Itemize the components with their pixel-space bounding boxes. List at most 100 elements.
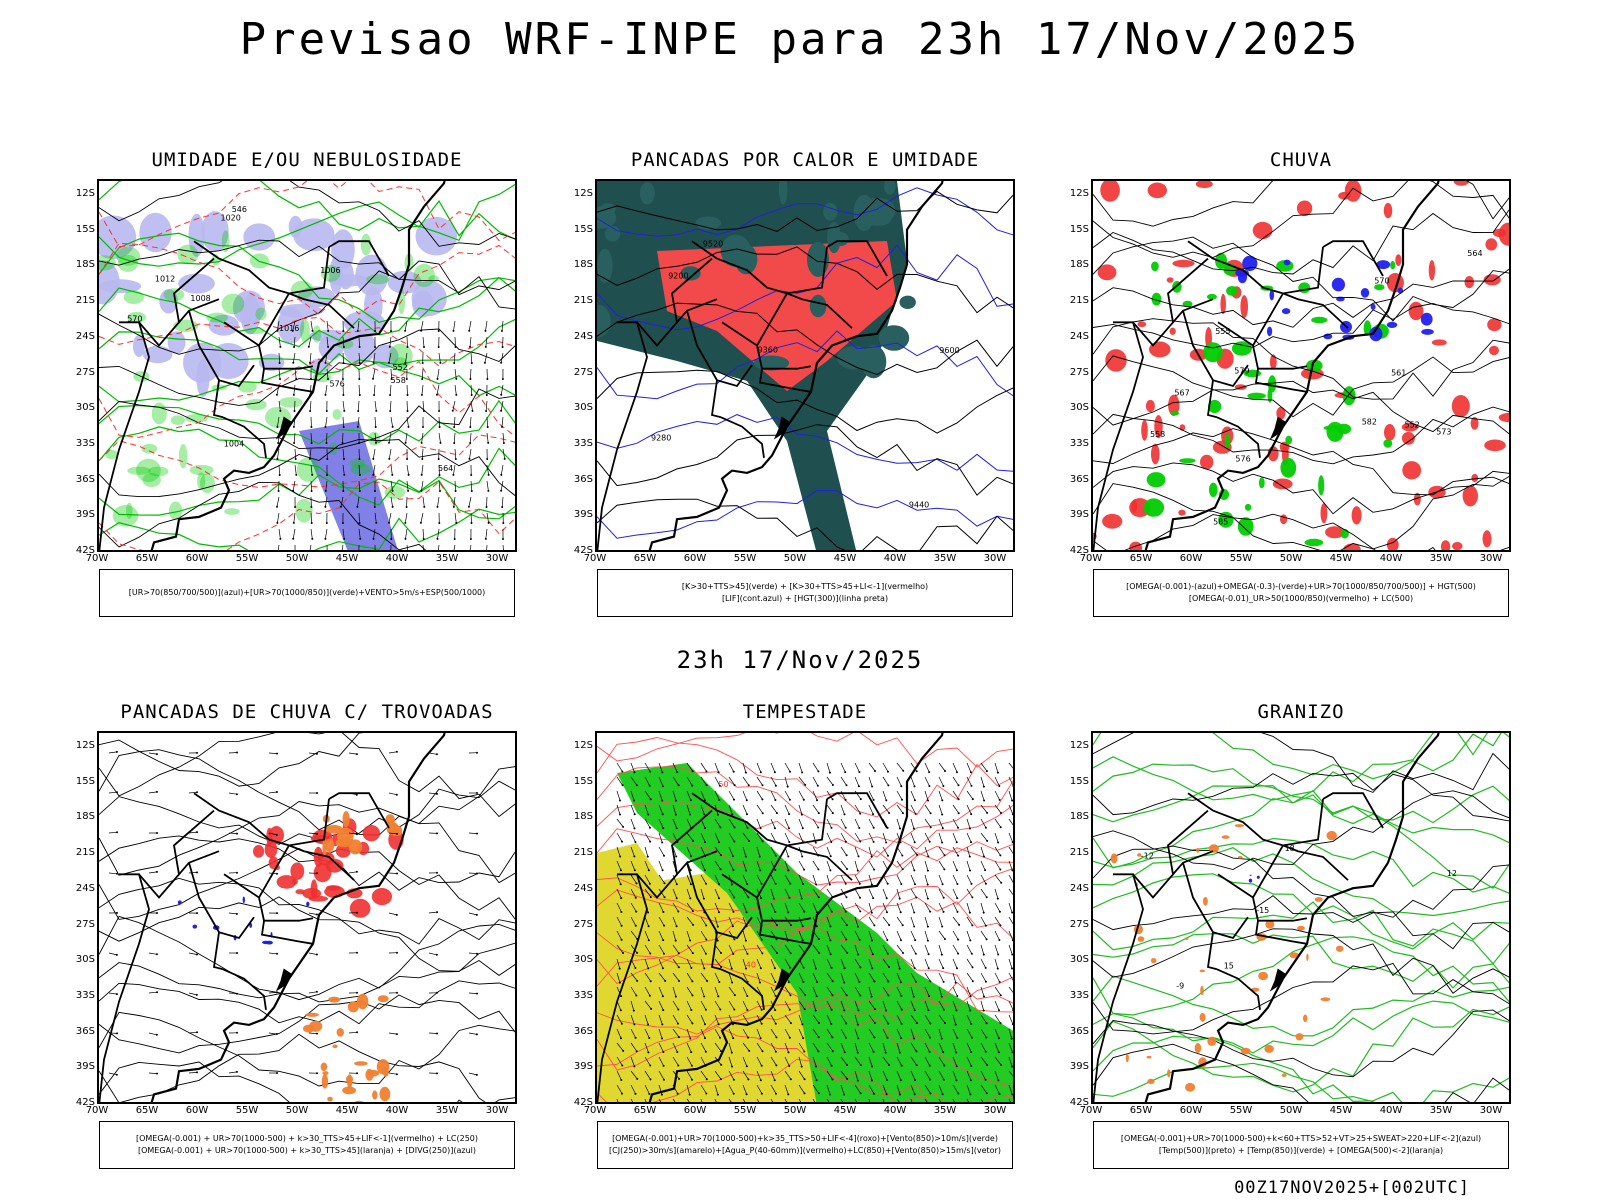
contour-label: 1012 [155,274,175,283]
longitude-label: 45W [335,553,359,564]
latitude-label: 12S [573,740,593,751]
panel-title: TEMPESTADE [742,701,868,723]
longitude-label: 35W [1429,1105,1453,1116]
longitude-label: 40W [385,1105,409,1116]
contour-label: 1008 [190,294,210,303]
panel-legend: [OMEGA(-0.001)+UR>70(1000-500)+k<60+TTS>… [1093,1121,1509,1169]
contour-label: 9280 [651,433,671,442]
longitude-label: 65W [633,1105,657,1116]
longitude-label: 60W [1179,553,1203,564]
longitude-label: 50W [783,1105,807,1116]
panel-title: CHUVA [1269,149,1333,171]
legend-line: [OMEGA(-0.001)+UR>70(1000-500)+k>35_TTS>… [612,1134,998,1143]
latitude-label: 33S [573,989,593,1001]
longitude-label: 35W [435,1105,459,1116]
contour-label: 564 [438,464,453,473]
contour-label: 9360 [758,345,778,354]
contour-label: 567 [1174,388,1189,397]
longitude-label: 35W [435,553,459,564]
contour-label: -9 [1176,982,1184,991]
map-canvas: -15 -12 -9 12 15 18 [1093,733,1509,1102]
longitude-label: 65W [633,553,657,564]
longitude-label: 50W [783,553,807,564]
latitude-label: 12S [1069,740,1089,751]
contour-label: 558 [391,376,406,385]
longitude-label: 45W [833,1105,857,1116]
latitude-label: 15S [573,223,593,235]
latitude-label: 21S [573,295,593,307]
latitude-label: 24S [1069,330,1089,342]
longitude-label: 40W [1379,1105,1403,1116]
latitude-label: 18S [573,811,593,823]
contour-label: 582 [1362,418,1377,427]
latitude-label: 33S [573,437,593,449]
contour-label: 555 [1215,327,1230,336]
latitude-label: 15S [75,775,95,787]
panel-title: GRANIZO [1257,701,1345,723]
latitude-label: 30S [1069,402,1089,414]
latitude-label: 36S [1069,1025,1089,1037]
contour-label: 15 [1224,961,1234,970]
panel-title: PANCADAS POR CALOR E UMIDADE [630,149,980,171]
latitude-label: 24S [1069,882,1089,894]
longitude-label: 60W [185,1105,209,1116]
longitude-label: 30W [485,553,509,564]
latitude-label: 21S [1069,295,1089,307]
latitude-label: 42S [573,545,593,556]
longitude-label: 30W [1479,1105,1503,1116]
latitude-label: 39S [573,509,593,521]
longitude-label: 45W [1329,1105,1353,1116]
main-title: Previsao WRF-INPE para 23h 17/Nov/2025 [239,14,1361,65]
longitude-label: 50W [285,1105,309,1116]
contour-label: 9520 [703,239,723,248]
latitude-label: 33S [1069,437,1089,449]
longitude-label: 55W [733,1105,757,1116]
latitude-label: 36S [573,1025,593,1037]
map-canvas: 40 50 [597,733,1013,1102]
longitude-label: 55W [235,553,259,564]
longitude-label: 45W [335,1105,359,1116]
latitude-label: 39S [75,1061,95,1073]
latitude-label: 18S [1069,811,1089,823]
legend-line: [LIF](cont.azul) + [HGT(300)](linha pret… [721,594,889,603]
longitude-label: 45W [833,553,857,564]
latitude-label: 27S [1069,366,1089,378]
contour-label: 9440 [909,501,929,510]
latitude-label: 24S [573,330,593,342]
latitude-label: 24S [75,330,95,342]
latitude-label: 24S [75,882,95,894]
latitude-label: 36S [75,1025,95,1037]
forecast-map: 40 50 [595,731,1015,1104]
latitude-label: 39S [573,1061,593,1073]
map-canvas: 585 582 579 576 573 570 567 564 561 558 555 552 [1093,181,1509,550]
latitude-label: 30S [75,402,95,414]
longitude-label: 40W [1379,553,1403,564]
latitude-label: 30S [75,954,95,966]
contour-label: 552 [1405,421,1420,430]
latitude-label: 39S [1069,509,1089,521]
contour-label: 1020 [221,213,241,222]
longitude-label: 50W [1279,553,1303,564]
contour-label: 12 [1447,869,1457,878]
longitude-label: 70W [1079,553,1103,564]
longitude-label: 35W [1429,553,1453,564]
latitude-label: 42S [75,1097,95,1108]
longitude-label: 55W [235,1105,259,1116]
latitude-label: 36S [75,473,95,485]
panel-title: PANCADAS DE CHUVA C/ TROVOADAS [120,701,494,723]
latitude-label: 15S [1069,775,1089,787]
panel-legend: [K>30+TTS>45](verde) + [K>30+TTS>45+LI<-… [597,569,1013,617]
forecast-map: 9520 9600 9360 9440 9280 9200 [595,179,1015,552]
latitude-label: 12S [573,188,593,199]
legend-line: [OMEGA(-0.001) + UR>70(1000-500) + k>30_… [137,1146,477,1155]
latitude-label: 24S [573,882,593,894]
legend-line: [OMEGA(-0.001) + UR>70(1000-500) + k>30_… [135,1134,479,1143]
longitude-label: 30W [983,1105,1007,1116]
latitude-label: 27S [573,918,593,930]
longitude-label: 70W [85,1105,109,1116]
latitude-label: 33S [75,437,95,449]
run-identifier: 00Z17NOV2025+[002UTC] [1234,1178,1470,1198]
longitude-label: 30W [485,1105,509,1116]
contour-label: 570 [1374,277,1389,286]
latitude-label: 15S [1069,223,1089,235]
